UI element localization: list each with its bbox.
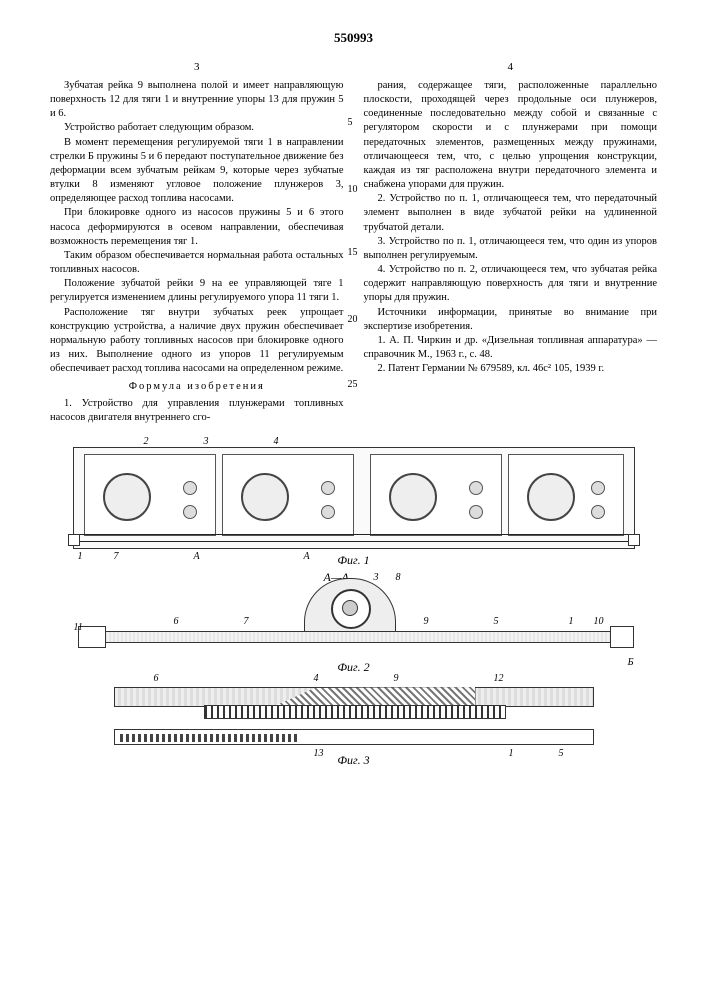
source-1: 1. А. П. Чиркин и др. «Дизельная топливн… [364,334,658,362]
fig-label: 1 [78,551,83,562]
line-num: 20 [348,313,358,327]
figure-1: 1 7 2 3 4 А А [73,447,635,549]
fig-label: А [304,551,310,562]
figure-3: 6 4 9 12 13 5 1 [114,683,594,749]
figure-2: 11 6 7 3 8 9 5 1 10 Б [74,576,634,656]
fig-label: 7 [114,551,119,562]
paragraph: Устройство работает следующим образом. [50,121,344,135]
patent-page: 550993 3 Зубчатая рейка 9 выполнена поло… [0,0,707,1000]
claims-title: Формула изобретения [50,380,344,394]
fig-label: 10 [594,616,604,627]
left-col-page-num: 3 [50,60,344,75]
fig-label: 12 [494,673,504,684]
paragraph: В момент перемещения регулируемой тяги 1… [50,136,344,207]
fig-label: 9 [394,673,399,684]
fig-label: 8 [396,572,401,583]
paragraph: Расположение тяг внутри зубчатых реек уп… [50,306,344,377]
fig-label: 11 [74,622,83,633]
source-2: 2. Патент Германии № 679589, кл. 46с² 10… [364,362,658,376]
right-col-page-num: 4 [364,60,658,75]
paragraph: При блокировке одного из насосов пружины… [50,206,344,249]
line-num: 10 [348,183,358,197]
fig-label: 7 [244,616,249,627]
patent-number: 550993 [50,30,657,46]
fig-label: 6 [174,616,179,627]
paragraph: Таким образом обеспечивается нормальная … [50,249,344,277]
line-num: 5 [348,116,358,130]
line-num: 25 [348,378,358,392]
fig-label: 3 [204,436,209,447]
claim-1-start: 1. Устройство для управления плунжерами … [50,397,344,425]
fig-label: 5 [559,748,564,759]
fig-label: 4 [274,436,279,447]
left-column: 3 Зубчатая рейка 9 выполнена полой и име… [50,60,344,425]
fig-label: 3 [374,572,379,583]
fig-label: 13 [314,748,324,759]
claim-3: 3. Устройство по п. 1, отличающееся тем,… [364,235,658,263]
two-column-text: 3 Зубчатая рейка 9 выполнена полой и име… [50,60,657,425]
paragraph: Положение зубчатой рейки 9 на ее управля… [50,277,344,305]
figures-block: 1 7 2 3 4 А А Фиг. 1 А—А 11 6 7 3 8 9 5 [50,447,657,768]
figure-1-caption: Фиг. 1 [50,553,657,568]
fig-label: 2 [144,436,149,447]
claim-4: 4. Устройство по п. 2, отличающееся тем,… [364,263,658,306]
fig-label: 4 [314,673,319,684]
fig-label: 5 [494,616,499,627]
line-number-gutter: 5 10 15 20 25 30 [348,76,358,459]
claim-2: 2. Устройство по п. 1, отличающееся тем,… [364,192,658,235]
right-column: 4 рания, содержащее тяги, расположенные … [364,60,658,425]
fig-label: А [194,551,200,562]
paragraph: Зубчатая рейка 9 выполнена полой и имеет… [50,79,344,122]
fig-label: 9 [424,616,429,627]
claim-1-cont: рания, содержащее тяги, расположенные па… [364,79,658,192]
fig-label: Б [628,657,634,668]
figure-3-caption: Фиг. 3 [50,753,657,768]
sources-heading: Источники информации, принятые во вниман… [364,306,658,334]
fig-label: 1 [569,616,574,627]
fig-label: 6 [154,673,159,684]
line-num: 15 [348,246,358,260]
figure-2-caption: Фиг. 2 [50,660,657,675]
fig-label: 1 [509,748,514,759]
